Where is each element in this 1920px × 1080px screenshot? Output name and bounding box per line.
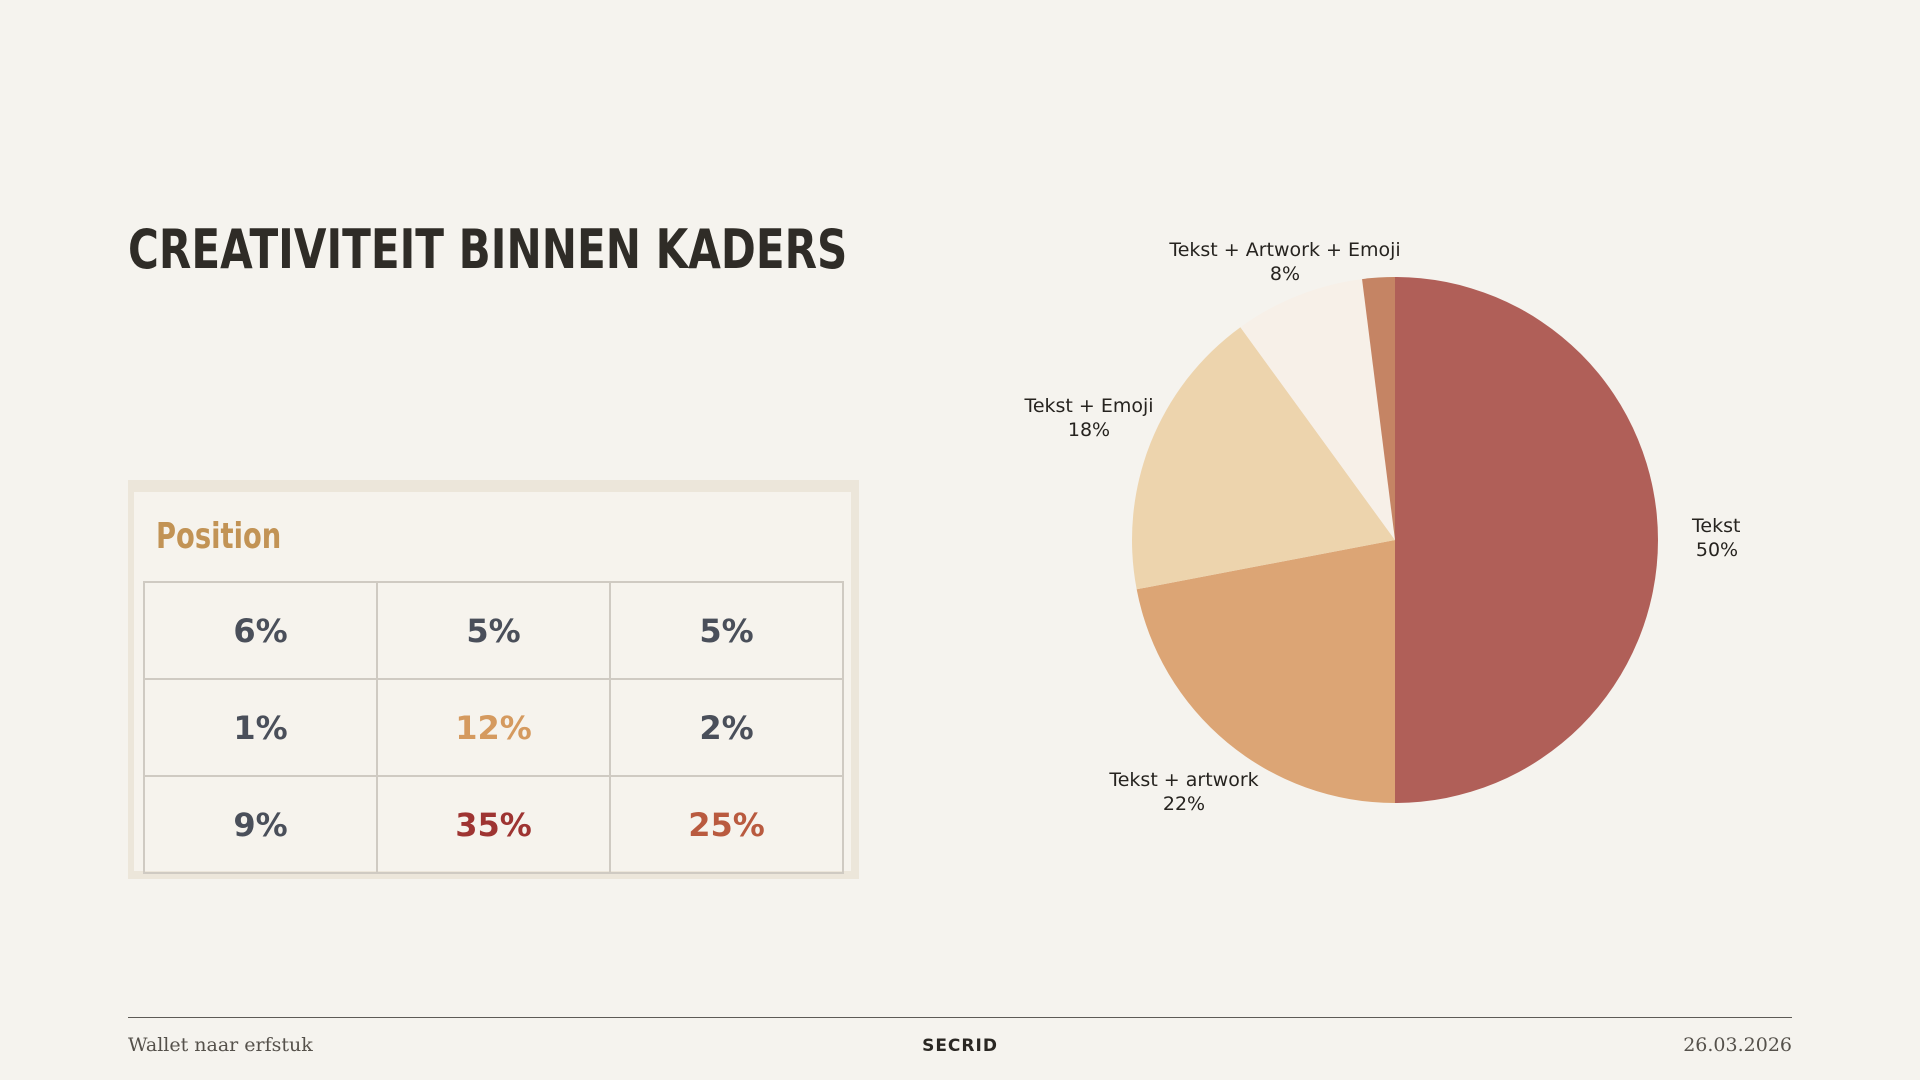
pie-slice-label: Tekst + Emoji [1023, 395, 1153, 417]
pie-slice-value-label: 50% [1696, 539, 1738, 561]
pie-slice-label: Tekst + Artwork + Emoji [1168, 239, 1400, 261]
pie-slice-label: Tekst [1691, 515, 1740, 537]
position-row: 1% 12% 2% [143, 678, 844, 777]
pie-slice [1395, 277, 1658, 803]
position-grid: 6% 5% 5% 1% 12% 2% 9% 35% 25% [143, 581, 844, 874]
position-panel-inner: Position 6% 5% 5% 1% 12% 2% 9% 35% 25% [134, 492, 851, 874]
position-cell: 25% [609, 775, 844, 874]
position-cell: 5% [609, 581, 844, 680]
pie-slice-value-label: 22% [1163, 793, 1205, 815]
pie-slice-label: Tekst + artwork [1108, 769, 1258, 791]
position-row: 9% 35% 25% [143, 775, 844, 874]
pie-slice-value-label: 18% [1068, 419, 1110, 441]
footer-date: 26.03.2026 [1683, 1034, 1792, 1056]
position-cell: 2% [609, 678, 844, 777]
pie-slice [1362, 277, 1395, 540]
position-cell: 1% [143, 678, 378, 777]
pie-slice [1136, 540, 1395, 803]
pie-chart-container: Tekst 50% Tekst + artwork 22% Tekst + Emoji 1… [1000, 210, 1760, 850]
footer-deck-title: Wallet naar erfstuk [128, 1034, 313, 1056]
position-cell: 35% [376, 775, 611, 874]
position-heading: Position [156, 516, 282, 557]
footer-brand-logo: SECRID [922, 1036, 998, 1056]
position-row: 6% 5% 5% [143, 581, 844, 680]
pie-slice-value-label: 8% [1270, 263, 1300, 285]
pie-slice [1240, 279, 1395, 540]
position-panel: Position 6% 5% 5% 1% 12% 2% 9% 35% 25% [128, 480, 859, 879]
position-cell: 5% [376, 581, 611, 680]
position-cell: 6% [143, 581, 378, 680]
position-cell: 12% [376, 678, 611, 777]
footer-divider [128, 1017, 1792, 1018]
pie-slice [1132, 327, 1395, 590]
slide-title: CREATIVITEIT BINNEN KADERS [128, 218, 848, 281]
position-cell: 9% [143, 775, 378, 874]
